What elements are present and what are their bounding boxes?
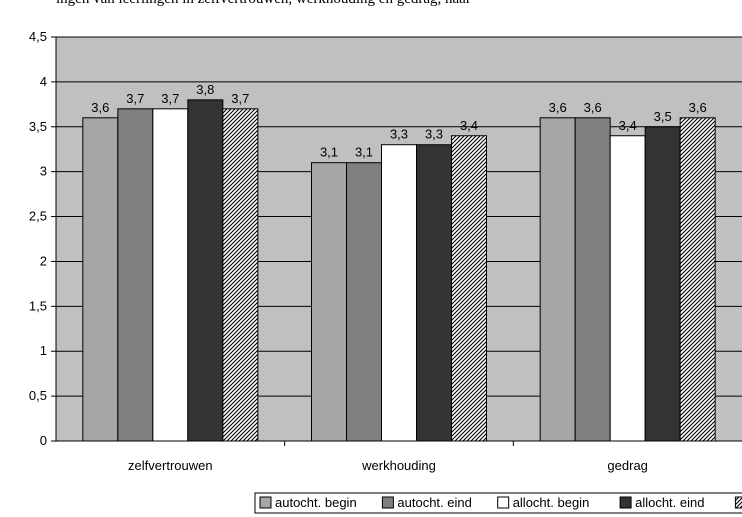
y-tick-label: 1,5 — [29, 298, 47, 313]
bar — [82, 117, 119, 442]
bar — [311, 162, 347, 442]
legend-swatch — [497, 496, 510, 509]
y-tick-label: 1 — [40, 343, 47, 358]
header-text-fragment: ingen van leerlingen in zelfvertrouwen, … — [0, 0, 742, 8]
data-label: 3,1 — [355, 145, 373, 160]
data-label: 3,6 — [549, 100, 567, 115]
data-label: 3,8 — [196, 82, 214, 97]
bar — [451, 135, 487, 442]
data-label: 3,4 — [460, 118, 478, 133]
legend-label: autocht. eind — [397, 495, 471, 510]
y-tick-label: 0,5 — [29, 388, 47, 403]
y-tick-label: 2,5 — [29, 209, 47, 224]
legend-swatch — [259, 496, 272, 509]
data-label: 3,7 — [161, 91, 179, 106]
y-tick-label: 4,5 — [29, 29, 47, 44]
bar — [346, 162, 382, 442]
y-tick-label: 0 — [40, 433, 47, 448]
y-tick-label: 3 — [40, 164, 47, 179]
data-label: 3,4 — [619, 118, 637, 133]
bar — [152, 108, 189, 442]
bar — [222, 108, 259, 442]
bar — [644, 126, 681, 442]
data-label: 3,6 — [584, 100, 602, 115]
y-tick-label: 3,5 — [29, 119, 47, 134]
header-text: ingen van leerlingen in zelfvertrouwen, … — [56, 0, 471, 8]
data-label: 3,3 — [390, 127, 408, 142]
bar — [381, 144, 417, 442]
x-category-label: gedrag — [607, 458, 647, 473]
bar — [679, 117, 716, 442]
y-tick-label: 2 — [40, 253, 47, 268]
data-label: 3,7 — [231, 91, 249, 106]
legend-label: allocht. eind — [635, 495, 704, 510]
legend-label: autocht. begin — [275, 495, 357, 510]
data-label: 3,6 — [91, 100, 109, 115]
bar — [187, 99, 224, 442]
bar — [416, 144, 452, 442]
y-tick-label: 4 — [40, 74, 47, 89]
bar — [574, 117, 611, 442]
bar — [117, 108, 154, 442]
bar — [539, 117, 576, 442]
legend-swatch — [734, 496, 742, 509]
data-label: 3,5 — [654, 109, 672, 124]
legend-label: allocht. begin — [513, 495, 590, 510]
data-label: 3,6 — [689, 100, 707, 115]
bar — [609, 135, 646, 442]
x-category-label: zelfvertrouwen — [128, 458, 213, 473]
data-label: 3,1 — [320, 145, 338, 160]
data-label: 3,7 — [126, 91, 144, 106]
legend-swatch — [381, 496, 394, 509]
data-label: 3,3 — [425, 127, 443, 142]
x-category-label: werkhouding — [361, 458, 436, 473]
legend-swatch — [619, 496, 632, 509]
